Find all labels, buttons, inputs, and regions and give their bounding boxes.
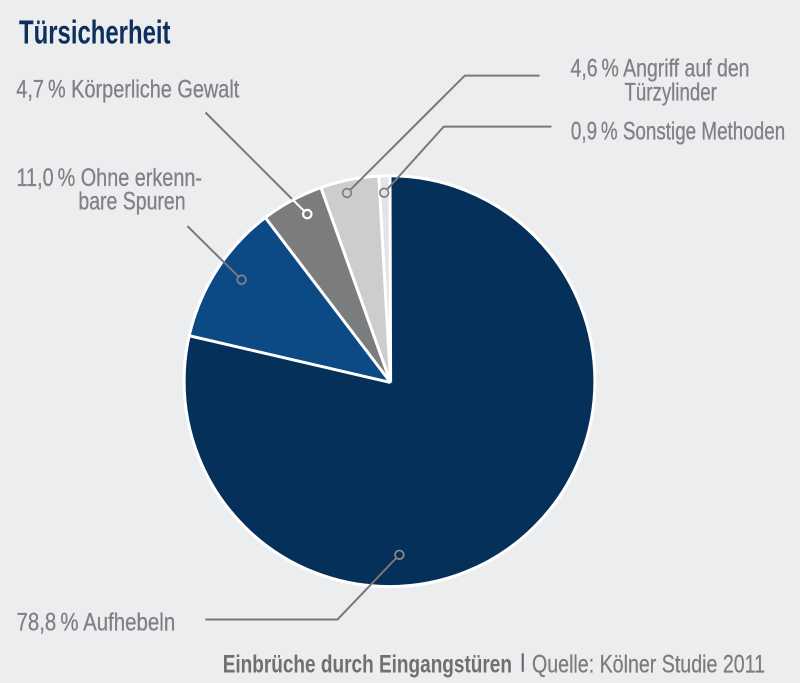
- svg-text:bare Spuren: bare Spuren: [78, 188, 185, 216]
- svg-text:0,9 % Sonstige Methoden: 0,9 % Sonstige Methoden: [571, 117, 785, 145]
- svg-text:Einbrüche durch Eingangstüren: Einbrüche durch Eingangstüren: [223, 650, 512, 678]
- svg-text:Türsicherheit: Türsicherheit: [19, 14, 171, 51]
- svg-text:Quelle: Kölner Studie 2011: Quelle: Kölner Studie 2011: [532, 650, 765, 678]
- svg-text:4,6 % Angriff auf den: 4,6 % Angriff auf den: [571, 54, 750, 82]
- svg-text:78,8 % Aufhebeln: 78,8 % Aufhebeln: [17, 608, 176, 636]
- svg-text:Türzylinder: Türzylinder: [625, 79, 717, 107]
- svg-text:11,0 % Ohne erkenn-: 11,0 % Ohne erkenn-: [17, 164, 203, 192]
- svg-text:4,7 % Körperliche Gewalt: 4,7 % Körperliche Gewalt: [16, 76, 239, 104]
